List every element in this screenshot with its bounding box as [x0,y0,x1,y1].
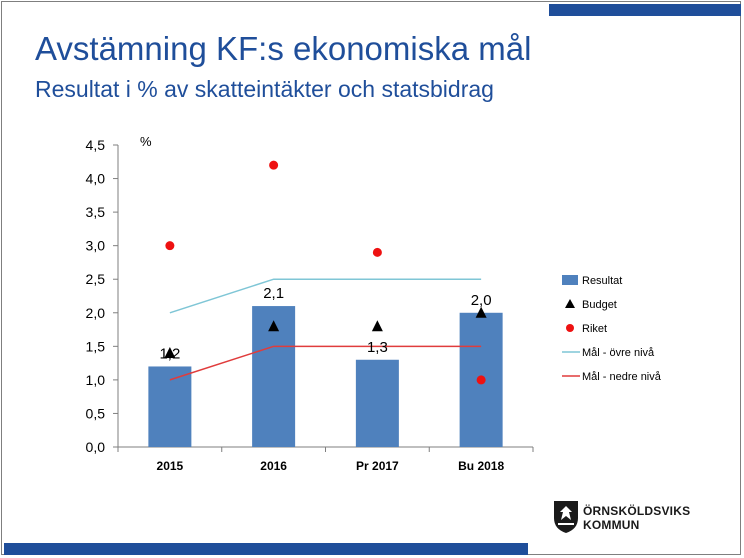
y-tick-label: 2,5 [86,271,106,287]
marker-riket-1 [165,241,175,251]
line-mal-nedre [169,345,482,381]
slide-title: Avstämning KF:s ekonomiska mål [35,30,532,67]
slide-subtitle: Resultat i % av skatteintäkter och stats… [35,76,494,102]
logo-text: ÖRNSKÖLDSVIKS KOMMUN [583,504,690,532]
x-tick-label: 2015 [157,459,184,473]
legend-label: Budget [582,299,617,311]
x-tick-label: Pr 2017 [356,459,399,473]
y-tick-label: 1,5 [86,338,106,354]
bar-data-label: 2,1 [263,285,284,302]
y-tick-label: 4,5 [86,137,106,153]
y-tick-label: 0,0 [86,439,106,455]
legend-label: Riket [582,323,607,335]
bar-data-label: 2,0 [471,292,492,309]
legend-swatch-resultat [562,275,578,285]
x-tick-label: 2016 [260,459,287,473]
y-tick-label: 0,5 [86,405,106,421]
line-mal-ovre [169,278,482,314]
y-tick-label: 3,0 [86,238,106,254]
bottom-accent-bar [4,543,528,555]
legend-label: Mål - övre nivå [582,347,655,359]
marker-budget-3 [371,320,383,332]
bar-resultat-3 [355,359,399,447]
y-tick-label: 1,0 [86,372,106,388]
y-axis-label: % [140,134,152,149]
legend-label: Resultat [582,275,622,287]
coat-of-arms-icon [554,501,578,533]
y-tick-label: 3,5 [86,204,106,220]
legend-label: Mål - nedre nivå [582,371,662,383]
marker-riket-2 [269,160,279,170]
marker-budget-2 [268,320,280,332]
x-tick-label: Bu 2018 [458,459,504,473]
marker-budget-4 [475,306,487,318]
y-tick-label: 4,0 [86,171,106,187]
kommun-logo: ÖRNSKÖLDSVIKS KOMMUN [553,500,693,542]
logo-line-2: KOMMUN [583,518,640,532]
y-tick-label: 2,0 [86,305,106,321]
legend-swatch-riket [566,324,574,332]
marker-riket-3 [372,247,382,257]
logo-line-1: ÖRNSKÖLDSVIKS [583,504,691,518]
bar-resultat-1 [148,366,192,447]
legend-swatch-budget [565,299,575,308]
top-accent-bar [549,4,741,16]
marker-riket-4 [476,375,486,385]
bar-data-label: 1,3 [367,339,388,356]
marker-budget-1 [164,347,176,359]
